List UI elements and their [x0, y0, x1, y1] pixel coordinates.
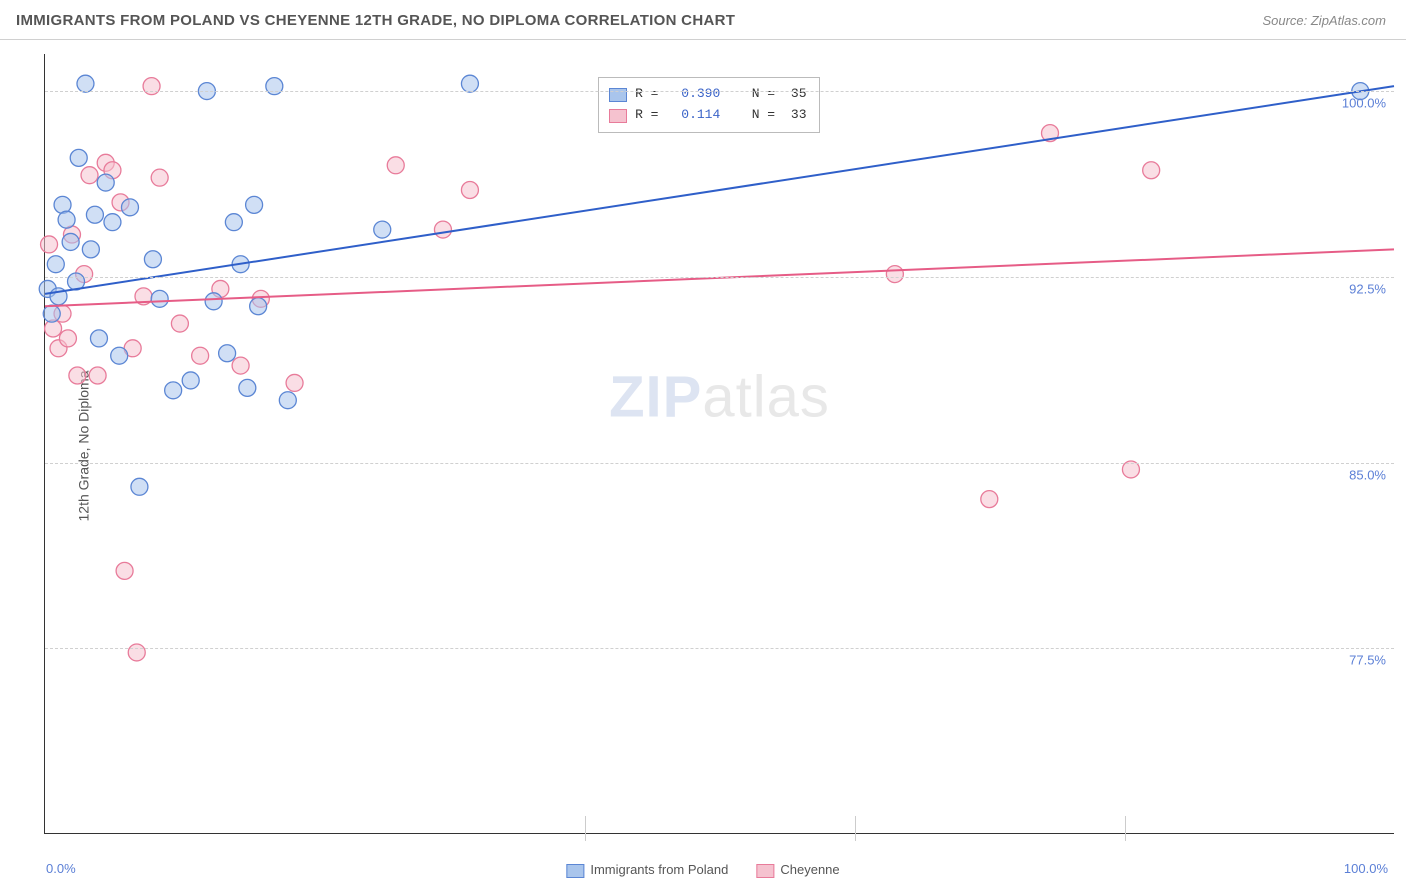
scatter-point	[121, 199, 138, 216]
scatter-point	[461, 182, 478, 199]
scatter-point	[41, 236, 58, 253]
gridline-h	[45, 463, 1394, 464]
legend-label-cheyenne: Cheyenne	[780, 862, 839, 877]
r-value: 0.114	[674, 105, 720, 126]
scatter-point	[374, 221, 391, 238]
source-name: ZipAtlas.com	[1311, 13, 1386, 28]
plot-svg	[45, 54, 1394, 833]
legend-swatch-poland	[566, 864, 584, 878]
n-label: N =	[728, 84, 783, 105]
correlation-legend: R = 0.390 N = 35R = 0.114 N = 33	[598, 77, 819, 133]
scatter-point	[89, 367, 106, 384]
scatter-point	[171, 315, 188, 332]
legend-swatch-cheyenne	[756, 864, 774, 878]
r-value: 0.390	[674, 84, 720, 105]
scatter-point	[90, 330, 107, 347]
scatter-point	[59, 330, 76, 347]
gridline-h	[45, 277, 1394, 278]
scatter-point	[104, 214, 121, 231]
y-tick-label: 100.0%	[1342, 96, 1386, 111]
scatter-point	[225, 214, 242, 231]
y-tick-label: 92.5%	[1349, 281, 1386, 296]
scatter-point	[250, 298, 267, 315]
x-tick-max: 100.0%	[1344, 861, 1388, 876]
legend-item-cheyenne: Cheyenne	[756, 862, 839, 878]
scatter-point	[286, 374, 303, 391]
series-legend: Immigrants from Poland Cheyenne	[566, 862, 839, 878]
gridline-h	[45, 648, 1394, 649]
scatter-point	[246, 196, 263, 213]
scatter-point	[111, 347, 128, 364]
scatter-point	[144, 251, 161, 268]
r-label: R =	[635, 84, 666, 105]
scatter-point	[82, 241, 99, 258]
x-minor-tick	[585, 816, 586, 841]
scatter-point	[86, 206, 103, 223]
legend-row: R = 0.114 N = 33	[609, 105, 806, 126]
scatter-point	[461, 75, 478, 92]
source-attribution: Source: ZipAtlas.com	[1262, 13, 1386, 28]
scatter-point	[279, 392, 296, 409]
scatter-point	[434, 221, 451, 238]
x-minor-tick	[855, 816, 856, 841]
scatter-point	[128, 644, 145, 661]
legend-swatch	[609, 88, 627, 102]
scatter-point	[151, 290, 168, 307]
scatter-point	[205, 293, 222, 310]
x-minor-tick	[1125, 816, 1126, 841]
scatter-point	[151, 169, 168, 186]
scatter-point	[232, 357, 249, 374]
scatter-point	[1143, 162, 1160, 179]
scatter-point	[77, 75, 94, 92]
scatter-point	[47, 256, 64, 273]
scatter-point	[70, 149, 87, 166]
r-label: R =	[635, 105, 666, 126]
scatter-point	[182, 372, 199, 389]
scatter-point	[165, 382, 182, 399]
n-value: 33	[791, 105, 807, 126]
legend-swatch	[609, 109, 627, 123]
chart-area: ZIPatlas R = 0.390 N = 35R = 0.114 N = 3…	[44, 40, 1394, 848]
scatter-point	[43, 305, 60, 322]
gridline-h	[45, 91, 1394, 92]
n-value: 35	[791, 84, 807, 105]
plot-region: ZIPatlas R = 0.390 N = 35R = 0.114 N = 3…	[44, 54, 1394, 834]
legend-item-poland: Immigrants from Poland	[566, 862, 728, 878]
scatter-point	[131, 478, 148, 495]
scatter-point	[58, 211, 75, 228]
scatter-point	[981, 491, 998, 508]
scatter-point	[81, 167, 98, 184]
source-prefix: Source:	[1262, 13, 1310, 28]
y-tick-label: 77.5%	[1349, 653, 1386, 668]
chart-header: IMMIGRANTS FROM POLAND VS CHEYENNE 12TH …	[0, 0, 1406, 40]
scatter-point	[239, 379, 256, 396]
scatter-point	[219, 345, 236, 362]
scatter-point	[116, 562, 133, 579]
scatter-point	[387, 157, 404, 174]
scatter-point	[886, 266, 903, 283]
x-tick-min: 0.0%	[46, 861, 76, 876]
legend-row: R = 0.390 N = 35	[609, 84, 806, 105]
legend-label-poland: Immigrants from Poland	[590, 862, 728, 877]
chart-title: IMMIGRANTS FROM POLAND VS CHEYENNE 12TH …	[16, 12, 735, 29]
y-tick-label: 85.0%	[1349, 467, 1386, 482]
scatter-point	[62, 233, 79, 250]
scatter-point	[69, 367, 86, 384]
n-label: N =	[728, 105, 783, 126]
scatter-point	[192, 347, 209, 364]
scatter-point	[97, 174, 114, 191]
